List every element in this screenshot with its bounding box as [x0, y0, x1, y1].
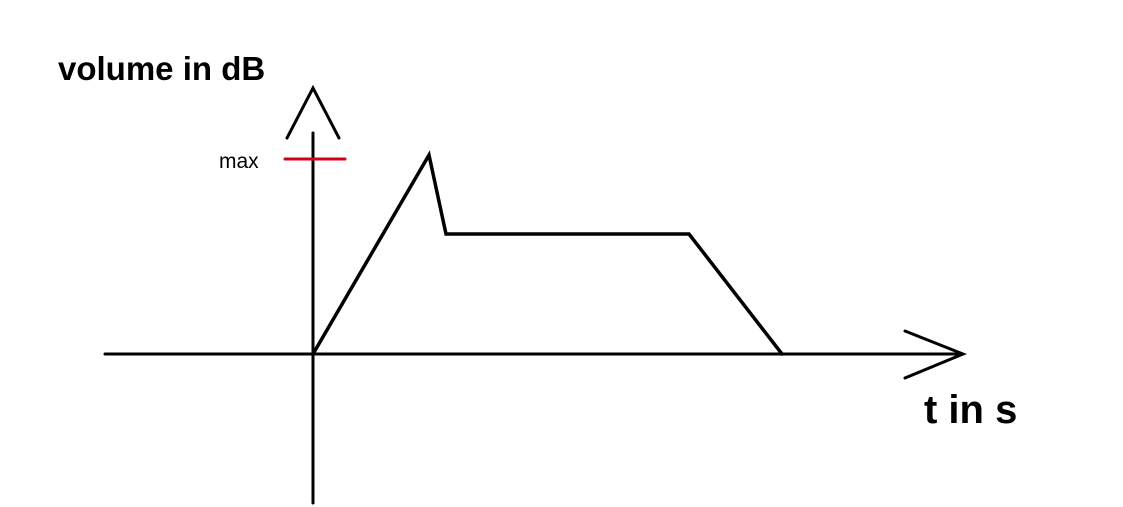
x-axis-label: t in s [924, 388, 1017, 432]
y-axis-arrowhead [285, 84, 341, 140]
x-axis [103, 329, 967, 380]
max-tick-label: max [219, 150, 259, 173]
x-axis-arrowhead [903, 329, 967, 380]
envelope-line [311, 150, 784, 356]
y-axis [285, 84, 341, 505]
y-axis-label: volume in dB [58, 50, 265, 87]
